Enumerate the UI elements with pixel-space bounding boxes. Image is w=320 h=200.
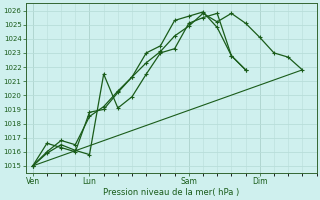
X-axis label: Pression niveau de la mer( hPa ): Pression niveau de la mer( hPa ) bbox=[103, 188, 239, 197]
